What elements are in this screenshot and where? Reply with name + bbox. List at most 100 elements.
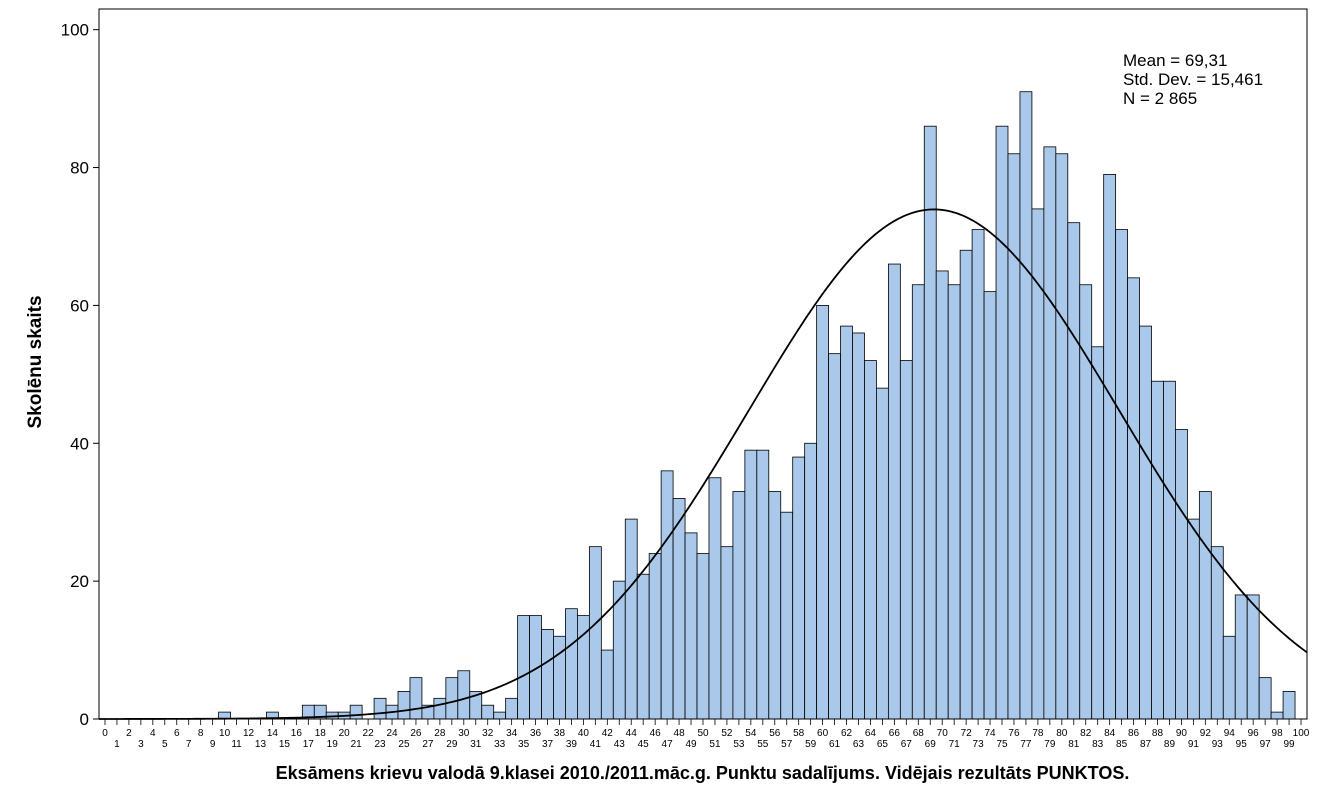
x-axis-label: Eksāmens krievu valodā 9.klasei 2010./20… <box>275 763 1130 783</box>
histogram-bar-47 <box>660 470 674 720</box>
x-tick-label: 95 <box>1236 739 1248 750</box>
x-tick-label: 98 <box>1272 728 1284 739</box>
histogram-bar-73 <box>971 229 985 720</box>
histogram-bar-69 <box>923 125 937 720</box>
histogram-bar-83 <box>1091 346 1105 720</box>
histogram-bar-61 <box>828 353 841 720</box>
histogram-bar-48 <box>672 498 686 720</box>
x-tick-label: 50 <box>697 728 709 739</box>
x-tick-label: 3 <box>138 739 144 750</box>
histogram-bar-44 <box>624 518 638 720</box>
histogram-bar-68 <box>911 284 925 720</box>
x-tick-label: 24 <box>386 728 398 739</box>
x-tick-label: 83 <box>1092 739 1104 750</box>
x-tick-label: 45 <box>638 739 650 750</box>
histogram-bar-41 <box>588 546 602 720</box>
histogram-bar-55 <box>756 449 770 720</box>
x-tick-label: 48 <box>674 728 686 739</box>
histogram-bar-80 <box>1055 153 1069 720</box>
x-tick-label: 33 <box>494 739 506 750</box>
x-tick-label: 63 <box>853 739 865 750</box>
x-tick-label: 12 <box>243 728 255 739</box>
y-tick-label: 100 <box>61 21 89 40</box>
x-tick-label: 61 <box>829 739 841 750</box>
histogram-bars <box>218 91 1296 720</box>
histogram-bar-78 <box>1031 208 1045 720</box>
histogram-bar-93 <box>1210 546 1224 720</box>
x-tick-label: 76 <box>1008 728 1020 739</box>
x-tick-label: 27 <box>422 739 434 750</box>
x-tick-label: 25 <box>398 739 410 750</box>
normal-curve <box>99 208 1308 720</box>
x-tick-label: 65 <box>877 739 889 750</box>
x-tick-label: 73 <box>973 739 985 750</box>
x-tick-label: 77 <box>1020 739 1032 750</box>
histogram-bar-53 <box>732 491 746 720</box>
x-tick-label: 8 <box>198 728 204 739</box>
x-tick-label: 35 <box>518 739 530 750</box>
x-tick-label: 60 <box>817 728 829 739</box>
x-tick-label: 59 <box>805 739 817 750</box>
histogram-bar-97 <box>1258 677 1272 720</box>
x-tick-label: 2 <box>126 728 132 739</box>
histogram-bar-23 <box>373 697 387 720</box>
y-axis-ticks: 0 20 40 60 80 100 <box>61 21 99 729</box>
x-tick-label: 11 <box>231 739 242 750</box>
x-tick-label: 4 <box>150 728 156 739</box>
x-tick-label: 55 <box>757 739 769 750</box>
histogram-bar-95 <box>1234 594 1248 720</box>
y-axis-label: Skolēnu skaits <box>25 295 46 429</box>
histogram-bar-64 <box>864 360 877 720</box>
histogram-bar-84 <box>1103 174 1117 720</box>
histogram-bar-21 <box>349 704 363 720</box>
histogram-bar-45 <box>636 573 650 720</box>
x-tick-label: 62 <box>841 728 853 739</box>
x-tick-label: 88 <box>1152 728 1164 739</box>
x-tick-label: 28 <box>434 728 446 739</box>
x-tick-label: 96 <box>1248 728 1260 739</box>
x-tick-label: 58 <box>793 728 805 739</box>
x-tick-label: 71 <box>949 739 961 750</box>
x-tick-label: 5 <box>162 739 168 750</box>
histogram-bar-39 <box>565 608 578 720</box>
x-tick-label: 46 <box>650 728 662 739</box>
histogram-bar-51 <box>708 477 722 720</box>
x-tick-label: 34 <box>506 728 518 739</box>
y-tick-label: 0 <box>80 710 89 729</box>
x-tick-label: 93 <box>1212 739 1224 750</box>
x-tick-label: 70 <box>937 728 949 739</box>
x-tick-label: 74 <box>984 728 996 739</box>
x-tick-label: 22 <box>363 728 375 739</box>
x-tick-label: 100 <box>1293 728 1310 739</box>
y-tick-label: 60 <box>70 296 89 315</box>
x-tick-label: 87 <box>1140 739 1152 750</box>
x-tick-label: 97 <box>1260 739 1272 750</box>
histogram-bar-29 <box>445 677 459 720</box>
histogram-bar-43 <box>612 580 626 720</box>
x-tick-label: 75 <box>996 739 1008 750</box>
x-tick-label: 0 <box>102 728 108 739</box>
x-tick-label: 94 <box>1224 728 1236 739</box>
y-tick-label: 40 <box>70 434 89 453</box>
x-tick-label: 67 <box>901 739 913 750</box>
histogram-bar-76 <box>1007 153 1021 720</box>
histogram-bar-72 <box>959 249 973 720</box>
histogram-bar-98 <box>1270 711 1284 720</box>
histogram-bar-49 <box>684 532 698 720</box>
normal-curve-layer <box>99 208 1308 720</box>
x-tick-label: 30 <box>458 728 470 739</box>
x-tick-label: 9 <box>210 739 216 750</box>
histogram-bar-32 <box>481 704 495 720</box>
histogram-bar-90 <box>1175 429 1188 720</box>
x-tick-label: 20 <box>339 728 351 739</box>
histogram-bar-66 <box>887 263 901 720</box>
x-tick-label: 39 <box>566 739 578 750</box>
histogram-bar-91 <box>1187 518 1200 720</box>
histogram-bar-63 <box>852 332 865 720</box>
histogram-bar-60 <box>816 305 829 720</box>
histogram-bar-28 <box>433 697 447 720</box>
x-tick-label: 86 <box>1128 728 1140 739</box>
histogram-bar-33 <box>493 711 507 720</box>
x-tick-label: 14 <box>267 728 279 739</box>
